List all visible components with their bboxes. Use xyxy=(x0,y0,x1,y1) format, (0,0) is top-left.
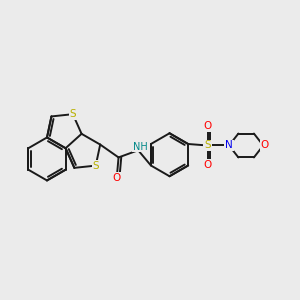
Text: O: O xyxy=(203,160,212,170)
Text: NH: NH xyxy=(133,142,148,152)
Text: O: O xyxy=(261,140,269,151)
Text: S: S xyxy=(204,140,211,151)
Text: N: N xyxy=(225,140,233,151)
Text: O: O xyxy=(113,173,121,183)
Text: O: O xyxy=(203,122,212,131)
Text: S: S xyxy=(92,160,99,171)
Text: S: S xyxy=(70,109,76,119)
